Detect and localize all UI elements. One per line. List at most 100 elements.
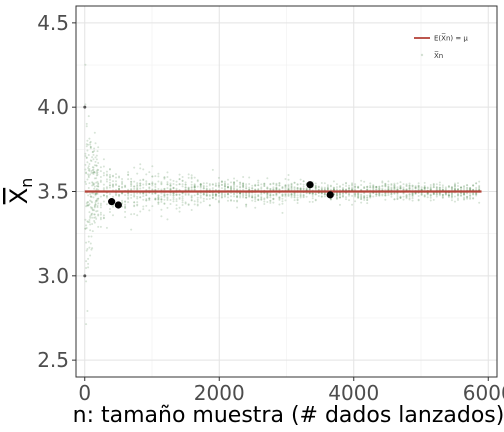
sample-mean-point: [245, 196, 248, 199]
sample-mean-point: [405, 195, 408, 198]
sample-mean-point: [84, 103, 87, 106]
sample-mean-point: [102, 194, 105, 197]
sample-mean-point: [223, 184, 226, 187]
sample-mean-point: [87, 204, 90, 207]
sample-mean-point: [311, 192, 314, 195]
sample-mean-point: [345, 196, 348, 199]
sample-mean-point: [111, 214, 114, 217]
sample-mean-point: [248, 192, 251, 195]
sample-mean-point: [460, 194, 463, 197]
sample-mean-point: [472, 192, 475, 195]
sample-mean-point: [127, 192, 130, 195]
sample-mean-point: [95, 164, 98, 167]
sample-mean-point: [423, 184, 426, 187]
sample-mean-point: [263, 197, 266, 200]
sample-mean-point: [326, 187, 329, 190]
sample-mean-point: [96, 204, 99, 207]
sample-mean-point: [121, 185, 124, 188]
sample-mean-point: [460, 194, 463, 197]
sample-mean-point: [450, 195, 453, 198]
sample-mean-point: [257, 179, 260, 182]
sample-mean-point: [354, 185, 357, 188]
sample-mean-point: [93, 164, 96, 167]
sample-mean-point: [172, 187, 175, 190]
sample-mean-point: [214, 193, 217, 196]
sample-mean-point: [360, 201, 363, 204]
sample-mean-point: [269, 196, 272, 199]
sample-mean-point: [257, 188, 260, 191]
sample-mean-point: [175, 200, 178, 203]
sample-mean-point: [239, 192, 242, 195]
sample-mean-point: [472, 197, 475, 200]
sample-mean-point: [97, 197, 100, 200]
sample-mean-point: [444, 192, 447, 195]
sample-mean-point: [363, 185, 366, 188]
sample-mean-point: [354, 194, 357, 197]
sample-mean-point: [275, 192, 278, 195]
sample-mean-point: [193, 200, 196, 203]
sample-mean-point: [281, 193, 284, 196]
sample-mean-point: [438, 183, 441, 186]
sample-mean-point: [99, 206, 102, 209]
sample-mean-point: [87, 166, 90, 169]
sample-mean-point: [89, 140, 92, 143]
sample-mean-point: [375, 188, 378, 191]
sample-mean-point: [124, 207, 127, 210]
sample-mean-point: [278, 203, 281, 206]
sample-mean-point: [423, 195, 426, 198]
sample-mean-point: [136, 192, 139, 195]
sample-mean-point: [142, 186, 145, 189]
sample-mean-point: [341, 194, 344, 197]
sample-mean-point: [136, 203, 139, 206]
sample-mean-point: [269, 182, 272, 185]
sample-mean-point: [469, 196, 472, 199]
sample-mean-point: [184, 181, 187, 184]
sample-mean-point: [160, 198, 163, 201]
sample-mean-point: [211, 168, 214, 171]
sample-mean-point: [257, 188, 260, 191]
sample-mean-point: [426, 196, 429, 199]
sample-mean-point: [145, 183, 148, 186]
sample-mean-point: [354, 195, 357, 198]
sample-mean-point: [272, 201, 275, 204]
sample-mean-point: [236, 192, 239, 195]
sample-mean-point: [93, 216, 96, 219]
sample-mean-point: [151, 175, 154, 178]
sample-mean-point: [432, 182, 435, 185]
sample-mean-point: [266, 186, 269, 189]
sample-mean-point: [399, 187, 402, 190]
sample-mean-point: [290, 192, 293, 195]
sample-mean-point: [302, 196, 305, 199]
sample-mean-point: [275, 184, 278, 187]
sample-mean-point: [124, 216, 127, 219]
sample-mean-point: [151, 165, 154, 168]
sample-mean-point: [426, 192, 429, 195]
sample-mean-point: [91, 216, 94, 219]
sample-mean-point: [450, 199, 453, 202]
sample-mean-point: [432, 186, 435, 189]
sample-mean-point: [245, 194, 248, 197]
sample-mean-point: [84, 168, 87, 171]
sample-mean-point: [372, 186, 375, 189]
sample-mean-point: [95, 184, 98, 187]
sample-mean-point: [466, 196, 469, 199]
sample-mean-point: [193, 185, 196, 188]
sample-mean-point: [142, 195, 145, 198]
sample-mean-point: [320, 195, 323, 198]
sample-mean-point: [260, 198, 263, 201]
sample-mean-point: [281, 194, 284, 197]
sample-mean-point: [384, 194, 387, 197]
sample-mean-point: [444, 192, 447, 195]
sample-mean-point: [326, 188, 329, 191]
y-tick-label: 3.0: [37, 264, 69, 288]
sample-mean-point: [130, 196, 133, 199]
sample-mean-point: [308, 200, 311, 203]
sample-mean-point: [366, 199, 369, 202]
sample-mean-point: [118, 185, 121, 188]
sample-mean-point: [96, 192, 99, 195]
sample-mean-point: [399, 196, 402, 199]
sample-mean-point: [384, 182, 387, 185]
sample-mean-point: [196, 203, 199, 206]
sample-mean-point: [372, 187, 375, 190]
legend-label-expected: E(X̅n) = μ: [434, 33, 468, 42]
